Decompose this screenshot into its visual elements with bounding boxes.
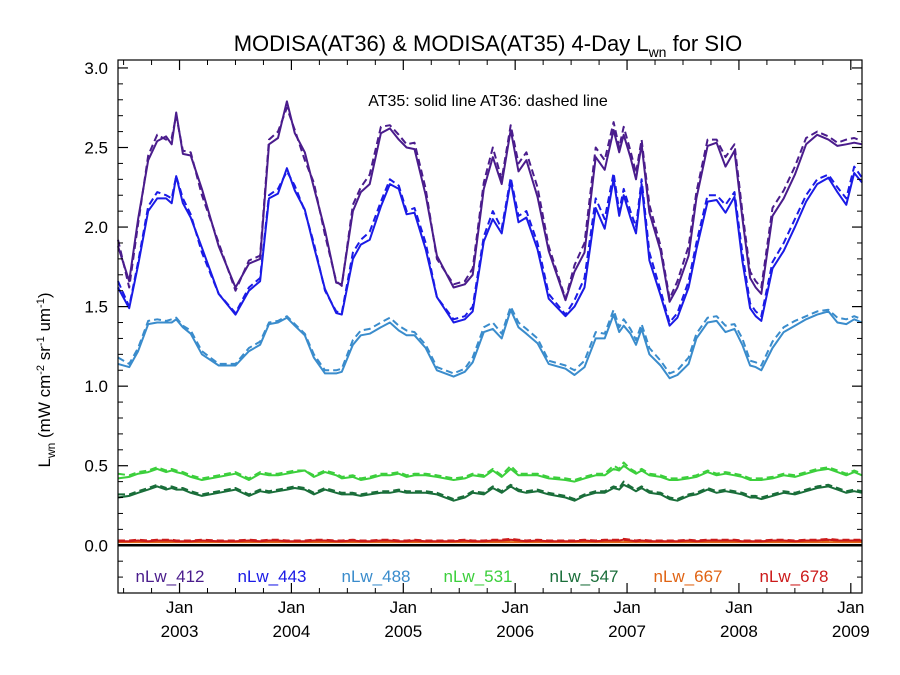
series-nLw_547-solid-line xyxy=(117,483,863,502)
y-tick-label: 0.5 xyxy=(84,457,108,476)
x-tick-month-label: Jan xyxy=(725,598,752,617)
title-suffix: for SIO xyxy=(666,31,742,56)
x-tick-year-label: 2009 xyxy=(832,622,870,641)
y-axis-label: Lwn (mW cm-2 sr-1 um-1) xyxy=(35,292,58,467)
y-tick-label: 2.5 xyxy=(84,139,108,158)
ylabel-units-close: ) xyxy=(35,292,54,298)
ylabel-exp2: -1 xyxy=(35,336,47,346)
ylabel-units-open: (mW cm xyxy=(35,375,54,443)
x-tick-year-label: 2008 xyxy=(720,622,758,641)
series-group xyxy=(117,100,863,544)
title-subscript: wn xyxy=(648,44,667,60)
legend: nLw_412 nLw_443 nLw_488 nLw_531 nLw_547 nLw_6… xyxy=(135,567,828,586)
ticks-group: 0.0 0.5 1.0 1.5 2.0 2.5 3.0 Jan 2003 Jan 2004 Jan 20… xyxy=(84,59,869,641)
series-nLw_488-solid-line xyxy=(117,308,863,380)
legend-entry-nLw_547: nLw_547 xyxy=(549,567,618,586)
series-nLw_488-dashed-line xyxy=(117,305,863,375)
x-tick-month-label: Jan xyxy=(166,598,193,617)
x-tick-month-label: Jan xyxy=(837,598,864,617)
legend-entry-nLw_667: nLw_667 xyxy=(653,567,722,586)
x-tick-month-label: Jan xyxy=(390,598,417,617)
ylabel-main: L xyxy=(35,458,54,467)
x-tick-year-label: 2003 xyxy=(161,622,199,641)
y-tick-label: 0.0 xyxy=(84,536,108,555)
chart-title: MODISA(AT36) & MODISA(AT35) 4-Day Lwn fo… xyxy=(234,31,743,60)
line-style-annotation: AT35: solid line AT36: dashed line xyxy=(368,93,608,110)
ylabel-mid2: um xyxy=(35,308,54,336)
x-tick-year-label: 2007 xyxy=(608,622,646,641)
plot-frame xyxy=(117,59,863,594)
y-tick-label: 1.5 xyxy=(84,298,108,317)
ylabel-exp1: -2 xyxy=(35,365,47,375)
legend-entry-nLw_488: nLw_488 xyxy=(341,567,410,586)
legend-entry-nLw_531: nLw_531 xyxy=(443,567,512,586)
svg-text:Lwn (mW cm-2 sr-1 um-1): Lwn (mW cm-2 sr-1 um-1) xyxy=(35,292,58,467)
series-nLw_443-dashed-line xyxy=(117,165,863,324)
axes-group xyxy=(117,59,863,594)
series-nLw_412-dashed-line xyxy=(117,106,863,300)
svg-text:MODISA(AT36) & MODISA(AT35) 4-: MODISA(AT36) & MODISA(AT35) 4-Day Lwn fo… xyxy=(234,31,743,60)
x-tick-year-label: 2004 xyxy=(272,622,310,641)
legend-entry-nLw_443: nLw_443 xyxy=(237,567,306,586)
y-tick-label: 3.0 xyxy=(84,59,108,78)
legend-entry-nLw_678: nLw_678 xyxy=(759,567,828,586)
series-nLw_531-solid-line xyxy=(117,464,863,483)
y-tick-label: 1.0 xyxy=(84,377,108,396)
legend-entry-nLw_412: nLw_412 xyxy=(135,567,204,586)
x-tick-month-label: Jan xyxy=(278,598,305,617)
y-tick-label: 2.0 xyxy=(84,218,108,237)
x-tick-year-label: 2005 xyxy=(384,622,422,641)
ylabel-sub: wn xyxy=(44,443,58,459)
series-nLw_678-dashed-line xyxy=(118,537,862,542)
series-nLw_531-dashed-line xyxy=(117,461,863,481)
x-tick-month-label: Jan xyxy=(613,598,640,617)
x-tick-year-label: 2006 xyxy=(496,622,534,641)
title-main: MODISA(AT36) & MODISA(AT35) 4-Day L xyxy=(234,31,649,56)
series-nLw_547-dashed-line xyxy=(118,480,863,501)
x-tick-month-label: Jan xyxy=(501,598,528,617)
ylabel-mid1: sr xyxy=(35,346,54,365)
ylabel-exp3: -1 xyxy=(35,298,47,308)
